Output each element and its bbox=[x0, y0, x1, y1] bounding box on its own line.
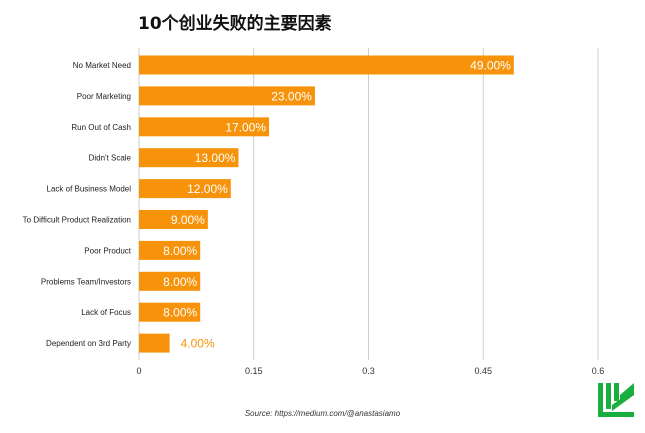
category-label: Lack of Business Model bbox=[47, 185, 132, 194]
bars: 49.00% 23.00% 17.00% 13.00% 12.00% 9.00% 8.00%… bbox=[139, 55, 514, 353]
x-tick-label: 0.45 bbox=[474, 366, 492, 376]
category-label: No Market Need bbox=[73, 61, 131, 70]
data-label: 23.00% bbox=[271, 89, 312, 103]
data-label: 12.00% bbox=[187, 182, 228, 196]
data-label: 9.00% bbox=[171, 213, 205, 227]
data-label: 8.00% bbox=[163, 244, 197, 258]
x-tick-label: 0 bbox=[136, 366, 141, 376]
source-note: Source: https://medium.com/@anastasiamo bbox=[244, 409, 401, 418]
data-label: 4.00% bbox=[181, 337, 215, 351]
bar bbox=[139, 240, 201, 260]
category-label: Lack of Focus bbox=[81, 308, 131, 317]
bar bbox=[139, 210, 208, 229]
category-label: To Difficult Product Realization bbox=[23, 216, 131, 225]
category-labels: No Market Need Poor Marketing Run Out of C… bbox=[23, 61, 132, 348]
x-tick-label: 0.3 bbox=[362, 366, 375, 376]
bar bbox=[139, 302, 201, 322]
category-label: Poor Product bbox=[84, 246, 131, 255]
category-label: Dependent on 3rd Party bbox=[46, 339, 131, 348]
bar bbox=[139, 333, 170, 353]
bar-chart: 49.00% 23.00% 17.00% 13.00% 12.00% 9.00% 8.00%… bbox=[23, 48, 604, 376]
category-label: Poor Marketing bbox=[77, 92, 131, 101]
category-label: Problems Team/Investors bbox=[41, 277, 131, 286]
bar bbox=[139, 117, 270, 137]
data-label: 8.00% bbox=[163, 275, 197, 289]
chart-title: 10个创业失败的主要因素 bbox=[138, 14, 332, 34]
bar bbox=[139, 86, 315, 106]
data-label: 17.00% bbox=[225, 120, 266, 134]
x-axis-ticks: 0 0.15 0.3 0.45 0.6 bbox=[136, 366, 604, 376]
bar bbox=[139, 55, 514, 75]
bar bbox=[139, 271, 201, 291]
data-label: 49.00% bbox=[470, 59, 511, 73]
category-label: Run Out of Cash bbox=[71, 123, 131, 132]
data-label: 8.00% bbox=[163, 306, 197, 320]
x-tick-label: 0.15 bbox=[245, 366, 263, 376]
x-tick-label: 0.6 bbox=[592, 366, 605, 376]
green-brand-logo-icon bbox=[598, 383, 634, 417]
data-label: 13.00% bbox=[195, 151, 236, 165]
bar bbox=[139, 179, 231, 199]
category-label: Didn't Scale bbox=[89, 154, 132, 163]
bar bbox=[139, 148, 239, 168]
